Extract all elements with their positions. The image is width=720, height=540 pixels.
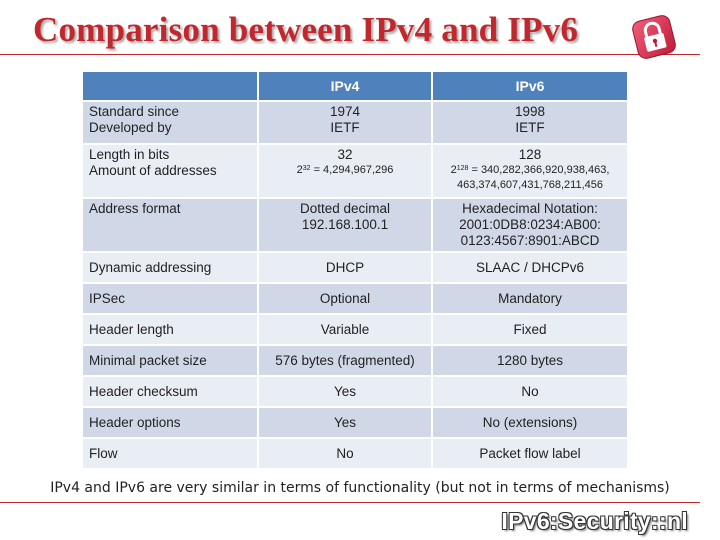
ipv6-value: No	[433, 375, 627, 406]
row-label: IPSec	[83, 282, 259, 313]
table-row: Address format Dotted decimal 192.168.10…	[83, 197, 627, 251]
ipv6-value: Fixed	[433, 313, 627, 344]
row-label: Developed by	[89, 120, 172, 135]
ipv4-address-count: 232 = 4,294,967,296	[296, 164, 394, 176]
ipv4-value: No	[259, 437, 433, 468]
lock-icon	[632, 15, 676, 59]
table-header-row: IPv4 IPv6	[83, 72, 627, 100]
ipv4-value: Dotted decimal	[299, 201, 391, 216]
ipv6-value: 0123:4567:8901:ABCD	[460, 233, 600, 248]
ipv6-value: Mandatory	[433, 282, 627, 313]
ipv6-address-count: 2128 = 340,282,366,920,938,463,	[450, 164, 610, 176]
ipv4-value: 192.168.100.1	[301, 217, 389, 232]
table-row: Header checksum Yes No	[83, 375, 627, 406]
brand-logo: IPv6:Security::nl	[501, 508, 688, 534]
row-label: Header options	[83, 406, 259, 437]
row-label: Amount of addresses	[89, 163, 217, 178]
comparison-table: IPv4 IPv6 Standard since Developed by 19…	[83, 72, 627, 468]
table-row: Dynamic addressing DHCP SLAAC / DHCPv6	[83, 251, 627, 282]
table-row: Length in bits Amount of addresses 32 23…	[83, 143, 627, 197]
ipv4-value: DHCP	[259, 251, 433, 282]
ipv4-value: Yes	[259, 375, 433, 406]
ipv4-value: 32	[337, 147, 353, 162]
slide-title: Comparison between IPv4 and IPv6	[33, 10, 579, 49]
ipv6-value: Hexadecimal Notation:	[462, 201, 598, 216]
ipv6-value: 128	[518, 147, 542, 162]
header-ipv6: IPv6	[433, 72, 627, 100]
ipv4-value: IETF	[330, 120, 360, 135]
row-label: Standard since	[89, 104, 180, 119]
table-row: IPSec Optional Mandatory	[83, 282, 627, 313]
ipv6-value: SLAAC / DHCPv6	[433, 251, 627, 282]
ipv6-value: 1280 bytes	[433, 344, 627, 375]
table-row: Header length Variable Fixed	[83, 313, 627, 344]
row-label: Length in bits	[89, 147, 170, 162]
row-label: Header length	[83, 313, 259, 344]
ipv6-address-count-cont: 463,374,607,431,768,211,456	[457, 179, 603, 191]
row-label: Header checksum	[83, 375, 259, 406]
row-label: Dynamic addressing	[83, 251, 259, 282]
ipv6-value: Packet flow label	[433, 437, 627, 468]
row-label: Minimal packet size	[83, 344, 259, 375]
ipv4-value: 576 bytes (fragmented)	[259, 344, 433, 375]
ipv4-value: Optional	[259, 282, 433, 313]
table-row: Standard since Developed by 1974 IETF 19…	[83, 100, 627, 143]
header-empty	[83, 72, 259, 100]
row-label: Address format	[89, 201, 181, 216]
table-row: Header options Yes No (extensions)	[83, 406, 627, 437]
ipv4-value: Yes	[259, 406, 433, 437]
ipv6-value: IETF	[515, 120, 545, 135]
header-ipv4: IPv4	[259, 72, 433, 100]
footer-divider	[0, 502, 700, 503]
ipv4-value: 1974	[329, 104, 361, 119]
ipv4-value: Variable	[259, 313, 433, 344]
ipv6-value: No (extensions)	[433, 406, 627, 437]
ipv6-value: 1998	[514, 104, 546, 119]
table-row: Minimal packet size 576 bytes (fragmente…	[83, 344, 627, 375]
title-divider	[0, 54, 700, 55]
row-label: Flow	[83, 437, 259, 468]
table-row: Flow No Packet flow label	[83, 437, 627, 468]
slide-caption: IPv4 and IPv6 are very similar in terms …	[50, 480, 670, 496]
ipv6-value: 2001:0DB8:0234:AB00:	[459, 217, 601, 232]
